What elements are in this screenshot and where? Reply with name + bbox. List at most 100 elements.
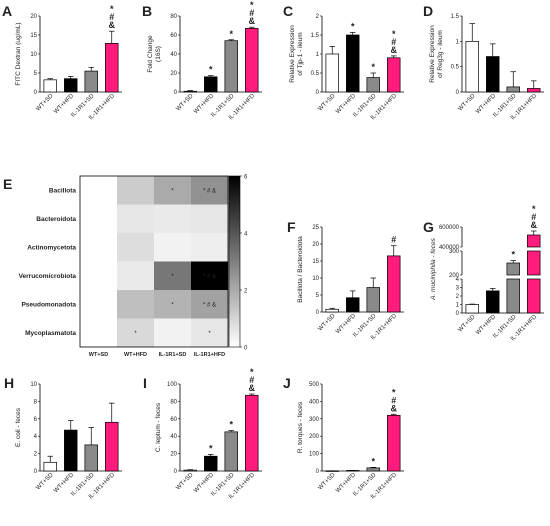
y-tick-label: 500 (309, 382, 320, 388)
y-axis-title-line: of Tjp-1 - ileum (297, 32, 304, 75)
heatmap-col-label: WT+SD (89, 352, 108, 358)
heatmap-row-label: Bacillota (49, 187, 76, 194)
panel-E: E Bacillota * * # & Bacteroidota Actinomyceto… (3, 175, 248, 359)
significance-marker: # (391, 37, 396, 47)
bar (527, 250, 541, 276)
significance-marker: # (249, 8, 254, 18)
y-tick-label: 0 (456, 90, 460, 96)
heatmap-cell (80, 176, 117, 205)
panel-label: F (287, 219, 296, 235)
significance-marker: * (392, 29, 396, 39)
bar (84, 70, 98, 93)
y-tick-label: 10 (30, 52, 37, 58)
y-axis-title-line: of Reg3g - ileum (437, 30, 444, 78)
y-tick-label: 0 (316, 469, 320, 475)
bar (486, 290, 500, 314)
panel-label: E (3, 176, 12, 192)
y-tick-label: 400000 (439, 245, 460, 251)
heatmap-col-label: IL-1R1+SD (159, 352, 187, 358)
x-tick-label: WT+SD (457, 93, 477, 113)
heatmap-cell (117, 233, 154, 262)
significance-marker: & (249, 16, 256, 26)
y-tick-label: 5 (34, 71, 38, 77)
x-tick-label: WT+SD (35, 472, 55, 492)
heatmap-col-label: WT+HFD (124, 352, 147, 358)
bar (506, 262, 520, 276)
heatmap-cell (154, 290, 191, 319)
y-tick-label: 6 (34, 417, 38, 423)
significance-marker: * (229, 29, 233, 39)
significance-marker: # (109, 12, 114, 22)
significance-marker: * (371, 62, 375, 72)
x-tick-label-group: WT+SD (457, 314, 477, 334)
heatmap-row-label: Pseudomonadota (21, 301, 76, 308)
heatmap-cell (117, 176, 154, 205)
heatmap-cell (80, 261, 117, 290)
bar (64, 429, 78, 472)
significance-marker: * (371, 456, 375, 466)
y-tick-label: 15 (312, 259, 319, 265)
heatmap-annotation: * (208, 331, 211, 337)
bar (105, 43, 119, 93)
y-axis-title: Relative Expression of Reg3g - ileum (429, 25, 444, 83)
y-tick-label: 1 (456, 303, 460, 309)
y-axis-title-line: R. torques - feces (297, 401, 304, 453)
bar (387, 57, 401, 93)
y-tick-label: 0 (174, 469, 178, 475)
bar (183, 469, 197, 472)
panel-label: B (142, 3, 152, 19)
panel-label: C (283, 3, 293, 19)
x-tick-label-group: WT+SD (317, 313, 337, 333)
bar (183, 90, 197, 93)
y-tick-label: 4 (34, 434, 38, 440)
y-axis-title: FITC Dextran (ug/mL) (15, 22, 22, 85)
y-tick-label: 100 (167, 382, 178, 388)
y-tick-label: 200 (449, 273, 460, 279)
y-tick-label: 100 (309, 452, 320, 458)
bar (64, 78, 78, 93)
y-tick-label: 20 (170, 452, 177, 458)
y-tick-label: 8 (34, 399, 38, 405)
significance-marker: * (110, 4, 114, 14)
bar (527, 88, 541, 93)
y-tick-label: 600000 (439, 225, 460, 231)
bar (245, 394, 259, 472)
y-tick-label: 400 (309, 399, 320, 405)
y-tick-label: 80 (170, 399, 177, 405)
significance-marker: * (250, 0, 254, 10)
y-tick-label: 20 (170, 71, 177, 77)
significance-marker: * (250, 367, 254, 377)
y-tick-label: 0.5 (451, 65, 460, 71)
y-tick-label: 0.5 (311, 71, 320, 77)
colorbar-tick-label: 6 (244, 175, 248, 181)
y-tick-label: 1.5 (311, 33, 320, 39)
y-axis-title: A. muciniphila - feces (430, 237, 437, 301)
heatmap-annotation: * # & (203, 188, 216, 194)
y-tick-label: 5 (316, 293, 320, 299)
significance-marker: & (109, 20, 116, 30)
x-tick-label-group: WT+SD (317, 472, 337, 492)
bar (465, 40, 479, 93)
x-tick-label-group: WT+SD (175, 472, 195, 492)
panel-F: F 0 5 10 15 20 25 Bacillota / Bacteroidota WT+SD… (287, 219, 404, 341)
heatmap-cell (191, 204, 228, 233)
y-tick-label: 0 (316, 310, 320, 316)
heatmap-cell (80, 204, 117, 233)
bar (325, 308, 339, 313)
bar (366, 467, 380, 472)
bar (527, 234, 541, 248)
x-tick-label-group: WT+SD (317, 93, 337, 113)
y-tick-label: 2 (456, 294, 460, 300)
bar (43, 461, 57, 472)
heatmap-cell (154, 204, 191, 233)
y-tick-label: 60 (170, 417, 177, 423)
y-tick-label: 20 (312, 242, 319, 248)
bar (204, 76, 218, 93)
colorbar-tick-label: 4 (244, 232, 248, 238)
x-tick-label-group: WT+SD (35, 472, 55, 492)
x-tick-label: WT+SD (175, 472, 195, 492)
y-axis-title-line: FITC Dextran (ug/mL) (15, 22, 22, 85)
bar (366, 77, 380, 93)
